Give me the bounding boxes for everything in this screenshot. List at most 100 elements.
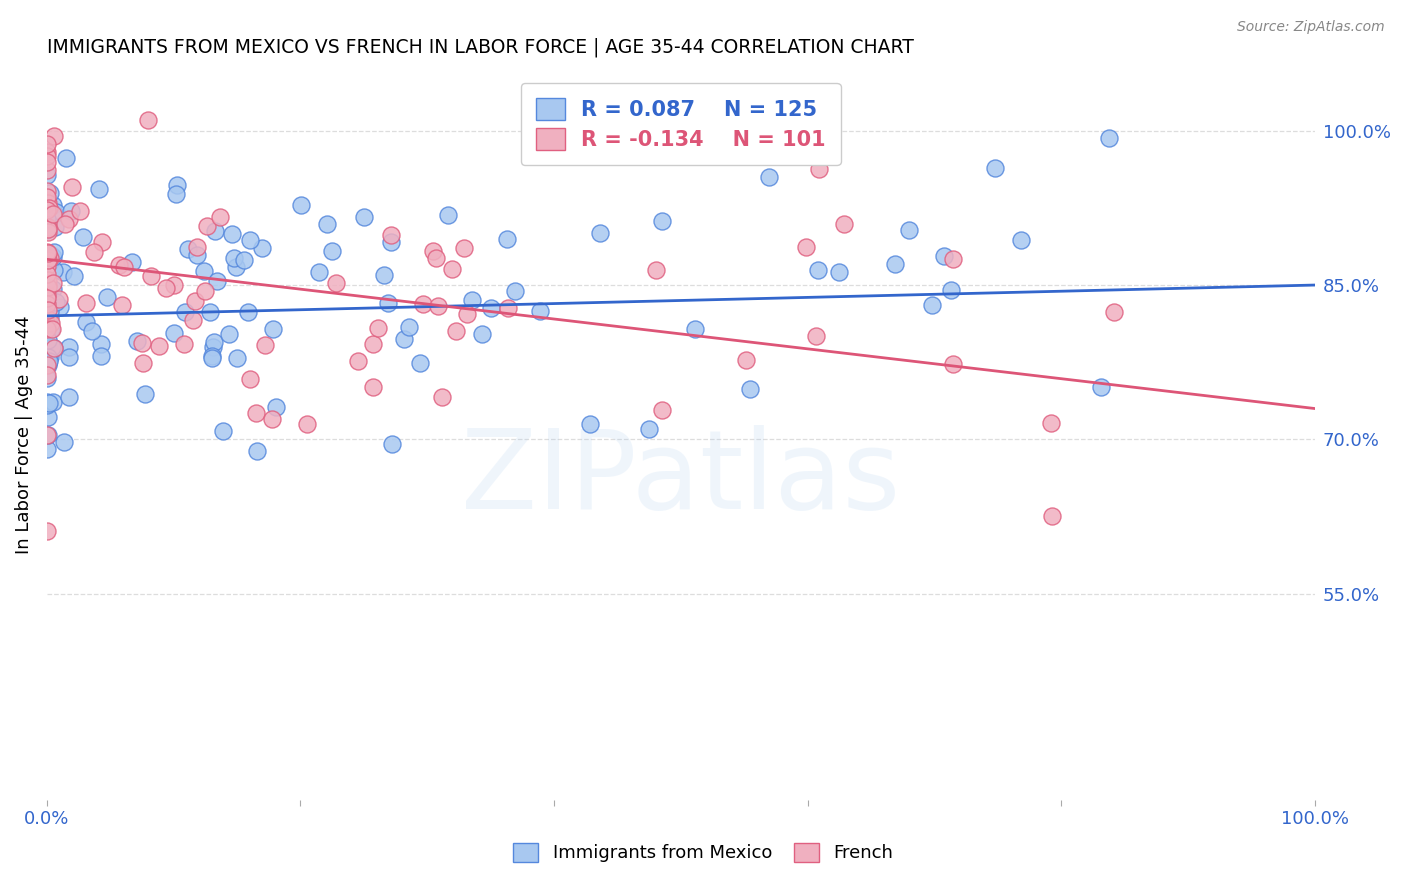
Point (90, 349, 112, 363)
Point (37, 277, 59, 292)
Point (195, 219, 218, 234)
Point (37, 222, 59, 236)
Point (37, 273, 59, 287)
Point (254, 338, 277, 352)
Point (1098, 131, 1121, 145)
Point (35, 259, 58, 273)
Point (45, 294, 67, 309)
Point (264, 400, 287, 414)
Point (35, 202, 58, 217)
Point (35, 137, 58, 152)
Point (37, 442, 59, 457)
Point (41, 322, 63, 336)
Point (42, 128, 65, 143)
Point (110, 298, 132, 312)
Point (225, 260, 247, 274)
Point (194, 284, 217, 298)
Point (412, 297, 434, 311)
Point (38, 305, 60, 319)
Point (37, 333, 59, 347)
Point (479, 301, 502, 316)
Point (63, 269, 86, 284)
Point (184, 294, 207, 309)
Point (148, 339, 170, 353)
Point (37, 312, 59, 326)
Point (794, 239, 817, 253)
Point (807, 161, 830, 176)
Point (42, 207, 65, 221)
Point (125, 334, 148, 348)
Point (38, 396, 60, 410)
Point (446, 324, 468, 338)
Point (37, 253, 59, 268)
Point (239, 372, 262, 386)
Point (90, 337, 112, 351)
Point (39, 248, 62, 262)
Point (60, 179, 83, 194)
Point (112, 260, 135, 275)
Point (58, 351, 80, 365)
Point (37, 305, 59, 319)
Point (346, 354, 368, 368)
Point (440, 261, 463, 276)
Point (398, 320, 420, 334)
Point (75, 295, 97, 310)
Point (60, 204, 83, 219)
Point (35, 168, 58, 182)
Point (37, 163, 59, 178)
Point (96, 290, 118, 304)
Point (35, 149, 58, 163)
Point (308, 265, 330, 279)
Point (41, 340, 63, 354)
Point (37, 428, 59, 442)
Point (503, 284, 526, 298)
Point (58, 211, 80, 226)
Point (353, 211, 375, 225)
Point (409, 356, 432, 370)
Point (245, 406, 267, 420)
Point (42, 262, 65, 277)
Point (38, 353, 60, 368)
Point (828, 265, 851, 279)
Point (42, 341, 65, 355)
Text: Source: ZipAtlas.com: Source: ZipAtlas.com (1237, 20, 1385, 34)
Point (35, 318, 58, 332)
Point (35, 316, 58, 330)
Point (201, 351, 224, 365)
Point (45, 205, 67, 219)
Point (155, 281, 177, 295)
Point (35, 250, 58, 264)
Point (430, 390, 453, 404)
Point (72, 230, 94, 244)
Point (361, 336, 384, 351)
Point (37, 272, 59, 286)
Point (233, 252, 256, 267)
Point (35, 427, 58, 442)
Point (139, 268, 162, 283)
Point (166, 178, 188, 192)
Point (134, 386, 156, 401)
Point (834, 217, 856, 231)
Point (883, 257, 905, 271)
Point (37, 246, 59, 260)
Point (42, 341, 65, 355)
Point (218, 327, 240, 342)
Point (394, 332, 416, 346)
Point (41, 282, 63, 296)
Point (131, 356, 153, 370)
Point (453, 241, 475, 255)
Point (37, 285, 59, 299)
Point (250, 241, 273, 255)
Point (193, 264, 215, 278)
Point (589, 227, 612, 241)
Point (42, 198, 65, 212)
Point (290, 198, 312, 212)
Point (651, 213, 673, 227)
Point (37, 410, 59, 425)
Point (361, 380, 384, 394)
Point (39, 316, 62, 330)
Point (422, 244, 444, 258)
Point (202, 334, 225, 349)
Legend: Immigrants from Mexico, French: Immigrants from Mexico, French (506, 836, 900, 870)
Point (529, 304, 551, 318)
